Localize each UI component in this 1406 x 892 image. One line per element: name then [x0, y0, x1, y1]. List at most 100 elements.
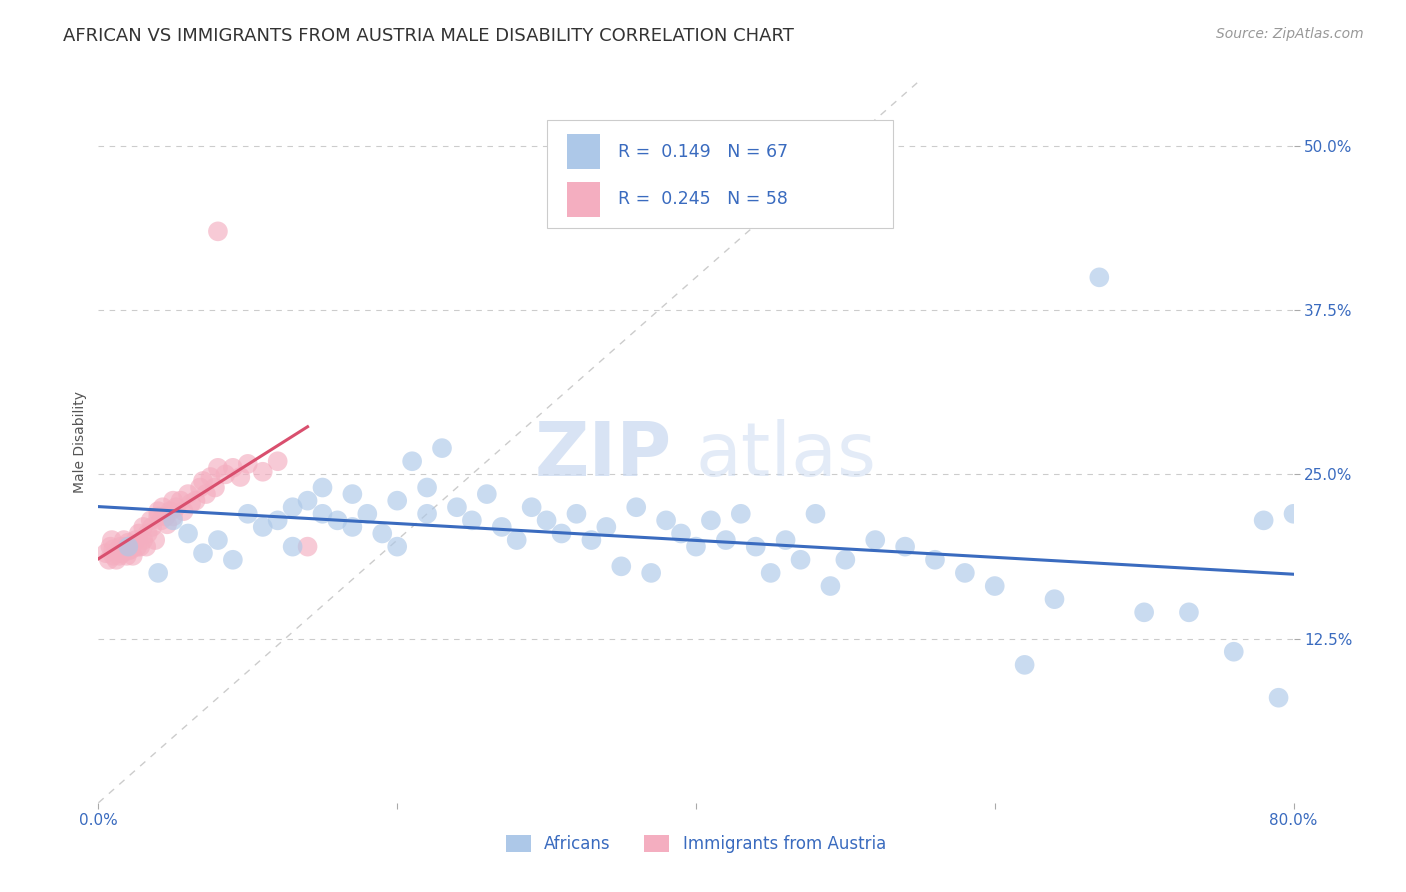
Point: [730, 507, 752, 521]
Y-axis label: Male Disability: Male Disability: [73, 391, 87, 492]
Point: [207, 533, 229, 547]
Point: [281, 540, 304, 554]
Point: [191, 474, 214, 488]
Point: [1282, 507, 1305, 521]
Point: [115, 549, 138, 563]
Point: [188, 481, 211, 495]
Point: [626, 500, 648, 515]
Point: [610, 559, 633, 574]
Point: [475, 487, 498, 501]
Point: [162, 509, 184, 524]
Point: [506, 533, 529, 547]
Point: [536, 513, 558, 527]
Point: [97, 553, 120, 567]
Point: [984, 579, 1007, 593]
Point: [342, 487, 364, 501]
Point: [267, 454, 290, 468]
Point: [98, 540, 122, 554]
Point: [1253, 513, 1275, 527]
Point: [141, 520, 163, 534]
Point: [655, 513, 678, 527]
Point: [180, 496, 202, 510]
Point: [200, 470, 222, 484]
Point: [128, 526, 150, 541]
Point: [120, 542, 142, 557]
Point: [110, 540, 132, 554]
FancyBboxPatch shape: [547, 120, 893, 228]
Point: [714, 533, 737, 547]
Point: [297, 493, 319, 508]
Point: [416, 507, 439, 521]
Point: [236, 507, 259, 521]
Point: [169, 493, 191, 508]
Point: [136, 526, 159, 541]
Point: [135, 540, 157, 554]
Point: [640, 566, 662, 580]
Point: [1223, 645, 1246, 659]
Point: [1088, 270, 1111, 285]
Point: [565, 507, 588, 521]
Point: [132, 533, 155, 547]
Point: [127, 540, 149, 554]
Legend: Africans, Immigrants from Austria: Africans, Immigrants from Austria: [499, 828, 893, 860]
Point: [148, 504, 170, 518]
Point: [865, 533, 887, 547]
Point: [1014, 657, 1036, 672]
Text: atlas: atlas: [696, 419, 877, 492]
Point: [700, 513, 723, 527]
Point: [156, 517, 179, 532]
Point: [446, 500, 468, 515]
Point: [103, 549, 125, 563]
Point: [105, 553, 128, 567]
Point: [326, 513, 349, 527]
Text: AFRICAN VS IMMIGRANTS FROM AUSTRIA MALE DISABILITY CORRELATION CHART: AFRICAN VS IMMIGRANTS FROM AUSTRIA MALE …: [63, 27, 794, 45]
Point: [297, 540, 319, 554]
Point: [111, 546, 134, 560]
Point: [143, 533, 166, 547]
Point: [595, 520, 617, 534]
Point: [745, 540, 768, 554]
Point: [342, 520, 364, 534]
Point: [236, 457, 259, 471]
Text: Source: ZipAtlas.com: Source: ZipAtlas.com: [1216, 27, 1364, 41]
Point: [1043, 592, 1066, 607]
Point: [204, 481, 226, 495]
Point: [520, 500, 543, 515]
Bar: [567, 135, 600, 169]
Point: [101, 533, 124, 547]
Point: [191, 546, 214, 560]
Text: R =  0.149   N = 67: R = 0.149 N = 67: [619, 143, 789, 161]
Point: [311, 481, 333, 495]
Point: [311, 507, 333, 521]
Point: [162, 513, 184, 527]
Point: [177, 526, 200, 541]
Point: [184, 493, 207, 508]
Point: [117, 543, 139, 558]
Point: [267, 513, 290, 527]
Point: [252, 465, 274, 479]
Point: [401, 454, 423, 468]
Point: [759, 566, 782, 580]
Point: [222, 460, 245, 475]
Point: [177, 487, 200, 501]
Point: [150, 513, 173, 527]
Point: [114, 540, 136, 554]
Point: [804, 507, 827, 521]
Point: [103, 542, 125, 557]
Point: [252, 520, 274, 534]
Point: [1267, 690, 1289, 705]
Point: [416, 481, 439, 495]
Point: [132, 520, 155, 534]
Point: [108, 549, 131, 563]
Bar: [567, 182, 600, 217]
Point: [125, 533, 148, 547]
Point: [117, 535, 139, 549]
Point: [139, 513, 162, 527]
Point: [385, 493, 409, 508]
Point: [129, 540, 152, 554]
Point: [834, 553, 856, 567]
Point: [461, 513, 484, 527]
Point: [894, 540, 917, 554]
Point: [924, 553, 946, 567]
Point: [685, 540, 707, 554]
